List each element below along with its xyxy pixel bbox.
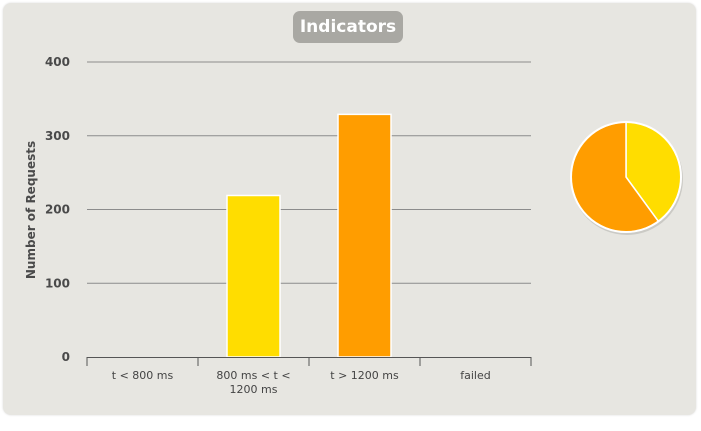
- x-tick-label: 800 ms < t <: [216, 369, 290, 382]
- pie-chart: [570, 121, 683, 235]
- y-tick-label: 200: [45, 203, 70, 217]
- pie-border: [570, 121, 682, 233]
- gridlines: [87, 61, 531, 284]
- y-tick-label: 0: [62, 350, 70, 364]
- y-axis-label: Number of Requests: [24, 141, 38, 279]
- y-tick-label: 400: [45, 55, 70, 69]
- x-tick-label: t > 1200 ms: [330, 369, 399, 382]
- y-tick-labels: 0 100 200 300 400: [45, 55, 70, 364]
- x-tick-label: failed: [460, 369, 490, 382]
- bar[interactable]: [337, 113, 392, 358]
- y-tick-label: 300: [45, 129, 70, 143]
- x-tick-labels: t < 800 ms 800 ms < t <1200 ms t > 1200 ms…: [112, 369, 491, 396]
- bars: [226, 113, 392, 358]
- x-tick-label: 1200 ms: [230, 383, 278, 396]
- x-tick-label: t < 800 ms: [112, 369, 174, 382]
- y-tick-label: 100: [45, 276, 70, 290]
- x-axis: [86, 357, 532, 366]
- bar[interactable]: [226, 194, 281, 358]
- chart-title: Indicators: [293, 11, 403, 43]
